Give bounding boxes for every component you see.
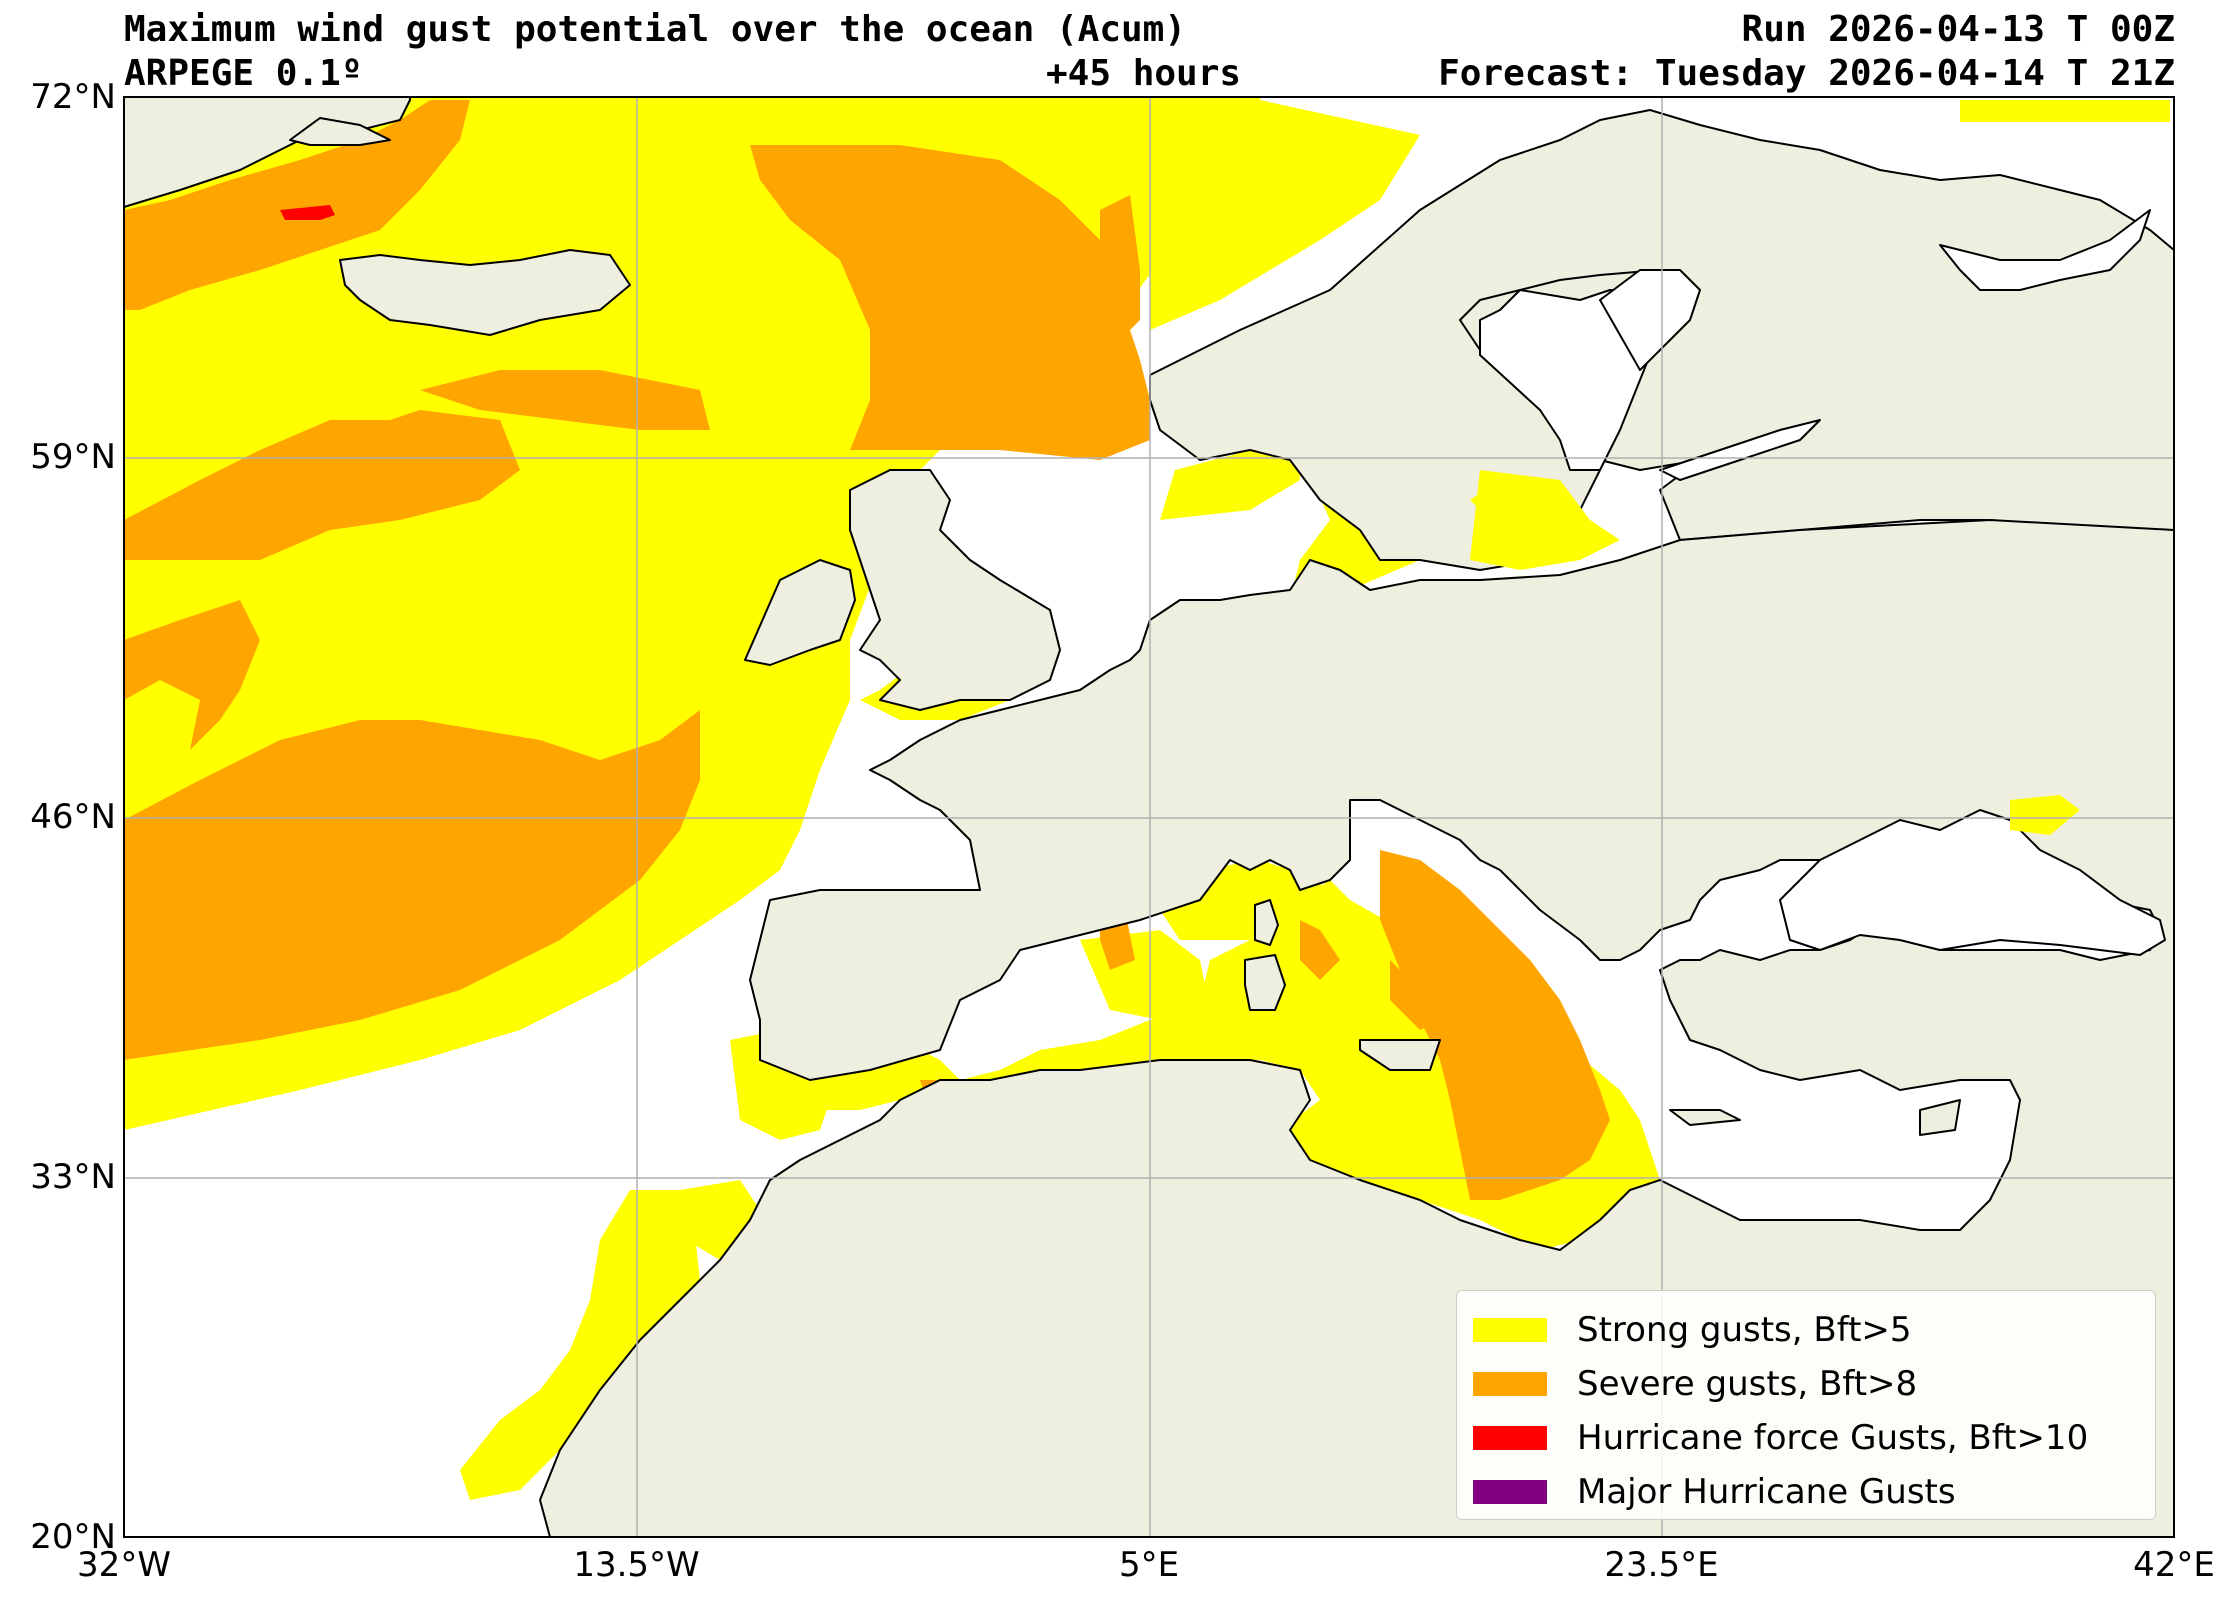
legend-swatch: [1473, 1480, 1547, 1504]
lon-tick-label: 32°W: [77, 1545, 171, 1585]
run-label: Run 2026-04-13 T 00Z: [1741, 9, 2175, 50]
lat-tick-label: 33°N: [30, 1157, 116, 1197]
iceland: [339, 249, 631, 336]
legend-label: Major Hurricane Gusts: [1577, 1472, 1956, 1512]
lon-tick-label: 5°E: [1118, 1545, 1180, 1585]
inland-seas: [1479, 209, 2166, 956]
ireland: [744, 559, 856, 666]
legend-label: Strong gusts, Bft>5: [1577, 1310, 1912, 1350]
lat-tick-label: 72°N: [30, 77, 116, 117]
legend-label: Severe gusts, Bft>8: [1577, 1364, 1918, 1404]
lat-tick-label: 46°N: [30, 797, 116, 837]
legend-swatch: [1473, 1372, 1547, 1396]
sardinia: [1244, 954, 1286, 1011]
legend: Strong gusts, Bft>5 Severe gusts, Bft>8 Hu…: [1456, 1290, 2156, 1520]
legend-item: Severe gusts, Bft>8: [1473, 1357, 2139, 1411]
legend-swatch: [1473, 1426, 1547, 1450]
lead-time-label: +45 hours: [1046, 53, 1242, 94]
legend-swatch: [1473, 1318, 1547, 1342]
hurricane-gust-zones: [280, 205, 335, 220]
lon-tick-label: 42°E: [2133, 1545, 2215, 1585]
severe-gust-zones: [124, 100, 1610, 1200]
corsica: [1254, 899, 1279, 946]
gulf-of-bothnia: [1599, 269, 1701, 371]
legend-item: Strong gusts, Bft>5: [1473, 1303, 2139, 1357]
lon-tick-label: 23.5°E: [1604, 1545, 1719, 1585]
lat-tick-label: 59°N: [30, 437, 116, 477]
lon-tick-label: 13.5°W: [573, 1545, 700, 1585]
legend-label: Hurricane force Gusts, Bft>10: [1577, 1418, 2089, 1458]
crete: [1669, 1109, 1741, 1126]
white-sea: [1939, 209, 2151, 291]
gridlines: [124, 97, 2174, 1537]
gulf-of-finland: [1659, 419, 1821, 481]
great-britain: [849, 469, 1061, 711]
forecast-label: Forecast: Tuesday 2026-04-14 T 21Z: [1438, 53, 2175, 94]
inland-gust-zones: [1470, 470, 2080, 835]
legend-item: Hurricane force Gusts, Bft>10: [1473, 1411, 2139, 1465]
map-frame: [123, 96, 2175, 1538]
model-label: ARPEGE 0.1º: [124, 53, 363, 94]
jan-mayen: [289, 117, 391, 146]
legend-item: Major Hurricane Gusts: [1473, 1465, 2139, 1519]
sicily: [1359, 1039, 1441, 1071]
black-sea: [1779, 809, 2166, 956]
cyprus: [1919, 1099, 1961, 1136]
map-title: Maximum wind gust potential over the oce…: [124, 9, 1187, 50]
lat-tick-label: 20°N: [30, 1517, 116, 1557]
